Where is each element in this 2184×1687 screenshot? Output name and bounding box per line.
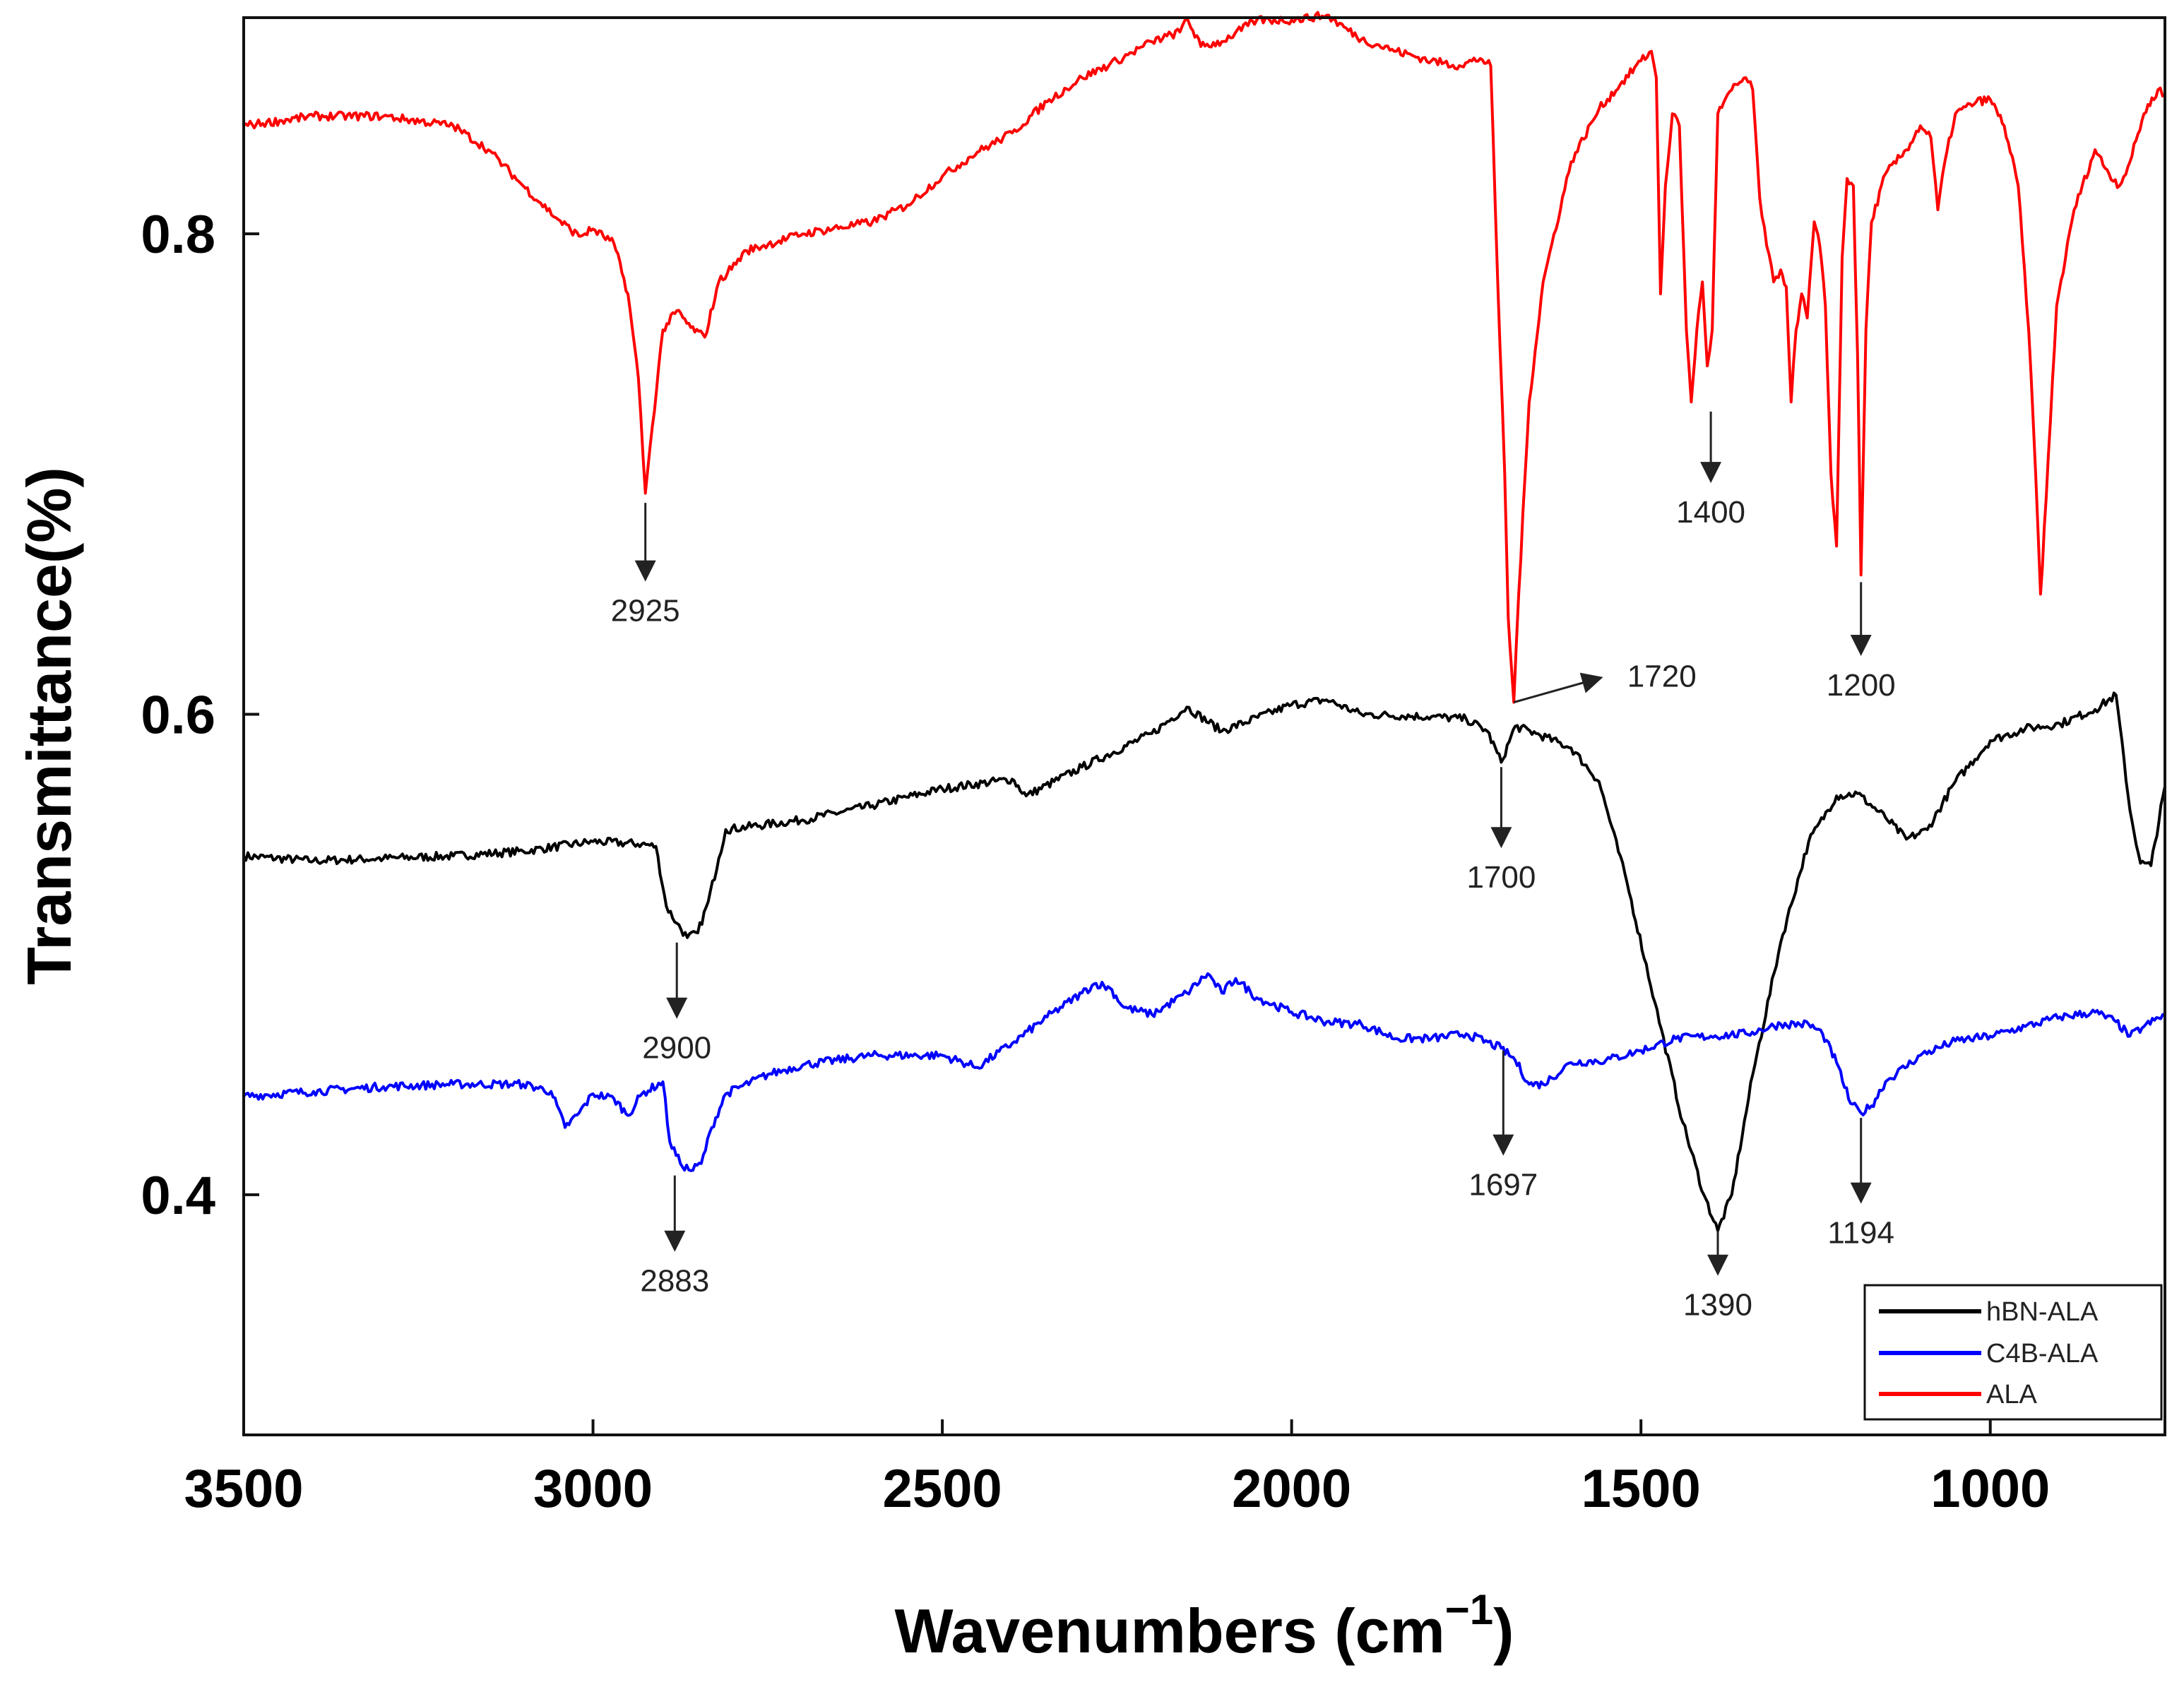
x-tick-label-2500: 2500 xyxy=(883,1459,1002,1519)
legend-label-ala: ALA xyxy=(1986,1380,2037,1409)
x-axis-title: Wavenumbers (cm−1) xyxy=(895,1586,1514,1666)
peak-label-1400: 1400 xyxy=(1676,495,1745,530)
x-tick-label-1000: 1000 xyxy=(1930,1459,2050,1519)
x-axis-title-close: ) xyxy=(1493,1596,1514,1666)
series-line-c4b-ala xyxy=(242,972,2166,1172)
x-tick-label-2000: 2000 xyxy=(1232,1459,1351,1519)
x-tick-label-3000: 3000 xyxy=(533,1459,653,1519)
annotation-layer: 2925 1720 1400 1200 1700 2900 1697 2883 1390 1194 xyxy=(611,411,1896,1323)
peak-label-1390: 1390 xyxy=(1683,1288,1752,1323)
peak-label-1194: 1194 xyxy=(1827,1216,1894,1251)
x-tick-label-3500: 3500 xyxy=(184,1459,303,1519)
peak-label-2925: 2925 xyxy=(611,594,680,628)
x-axis-title-main: Wavenumbers (cm xyxy=(895,1596,1445,1666)
peak-label-1720: 1720 xyxy=(1627,660,1697,694)
series-line-hbn-ala xyxy=(242,691,2166,1232)
peak-label-2900: 2900 xyxy=(642,1031,711,1066)
x-axis-title-superscript: −1 xyxy=(1445,1586,1493,1633)
legend-label-c4b-ala: C4B-ALA xyxy=(1986,1339,2099,1369)
y-axis-title: Transmittance(%) xyxy=(14,467,84,985)
tick-layer: 3500 3000 2500 2000 1500 1000 0.4 0.6 0.8 xyxy=(141,205,2050,1519)
series-line-ala xyxy=(242,11,2166,704)
peak-label-1700: 1700 xyxy=(1466,860,1536,895)
series-layer xyxy=(242,11,2166,1232)
x-tick-label-1500: 1500 xyxy=(1581,1459,1701,1519)
peak-label-1697: 1697 xyxy=(1468,1168,1538,1203)
peak-label-1200: 1200 xyxy=(1827,668,1896,703)
legend: hBN-ALA C4B-ALA ALA xyxy=(1863,1284,2163,1421)
y-tick-label-0-4: 0.4 xyxy=(141,1166,215,1226)
legend-label-hbn-ala: hBN-ALA xyxy=(1986,1297,2099,1327)
plot-frame xyxy=(242,16,2166,1436)
peak-label-2883: 2883 xyxy=(640,1264,709,1299)
y-tick-label-0-8: 0.8 xyxy=(141,205,215,265)
y-tick-label-0-6: 0.6 xyxy=(141,685,215,745)
peak-arrow-1720 xyxy=(1513,672,1603,703)
